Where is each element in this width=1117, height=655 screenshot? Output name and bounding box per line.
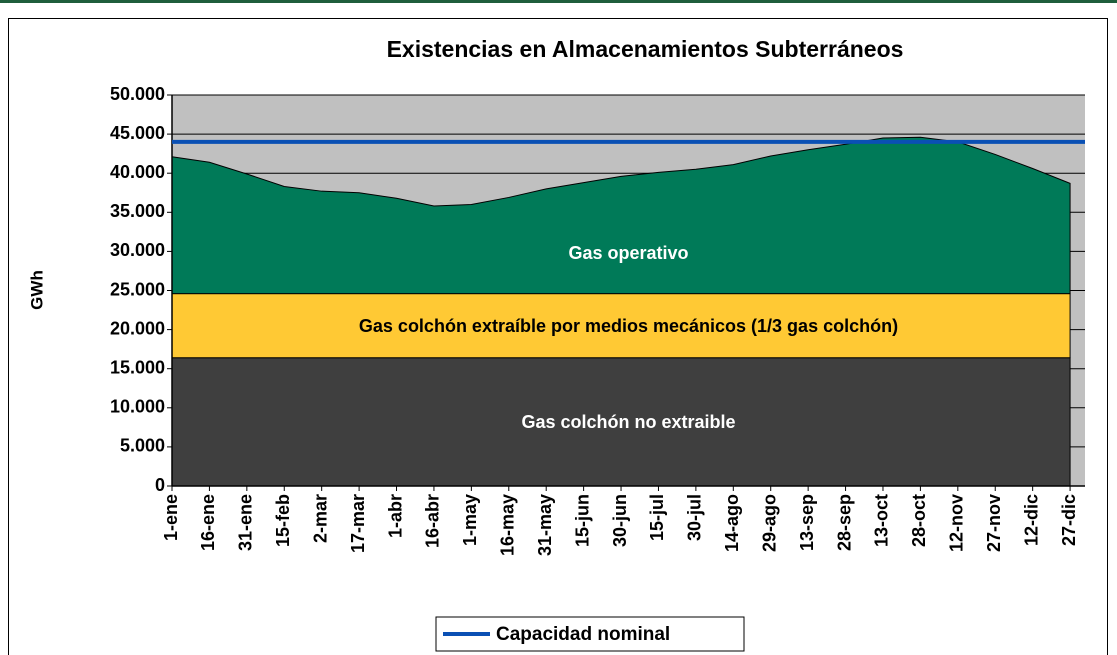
y-tick-label: 25.000	[110, 279, 165, 299]
x-tick-label: 15-jun	[572, 494, 592, 547]
x-tick-label: 2-mar	[310, 494, 330, 543]
chart-title: Existencias en Almacenamientos Subterrán…	[387, 36, 904, 62]
x-tick-label: 12-nov	[947, 494, 967, 552]
x-tick-label: 30-jul	[685, 494, 705, 541]
x-tick-label: 16-may	[498, 494, 518, 556]
y-tick-label: 45.000	[110, 123, 165, 143]
top-bar	[0, 0, 1117, 3]
x-tick-label: 1-abr	[385, 494, 405, 538]
y-tick-label: 5.000	[120, 436, 165, 456]
y-axis-label: GWh	[27, 270, 46, 310]
x-tick-label: 1-ene	[161, 494, 181, 541]
area-label: Gas operativo	[568, 242, 689, 263]
x-tick-label: 13-oct	[872, 494, 892, 547]
y-tick-label: 40.000	[110, 162, 165, 182]
y-tick-label: 15.000	[110, 357, 165, 377]
legend-box	[435, 616, 745, 652]
y-tick-label: 10.000	[110, 397, 165, 417]
legend: Capacidad nominal	[435, 616, 745, 652]
area	[171, 136, 1071, 295]
x-tick-label: 31-ene	[236, 494, 256, 551]
x-tick-label: 17-mar	[348, 494, 368, 553]
y-tick-label: 20.000	[110, 318, 165, 338]
area-label: Gas colchón extraíble por medios mecánic…	[358, 315, 899, 336]
x-tick-label: 16-abr	[423, 494, 443, 548]
y-tick-label: 30.000	[110, 240, 165, 260]
x-tick-label: 14-ago	[722, 494, 742, 552]
y-tick-label: 35.000	[110, 201, 165, 221]
x-tick-label: 30-jun	[610, 494, 630, 547]
y-tick-label: 0	[155, 475, 165, 495]
x-tick-label: 28-oct	[909, 494, 929, 547]
x-tick-label: 31-may	[535, 494, 555, 556]
x-tick-label: 15-jul	[647, 494, 667, 541]
x-tick-label: 15-feb	[273, 494, 293, 547]
x-tick-label: 12-dic	[1021, 494, 1041, 546]
x-tick-label: 29-ago	[759, 494, 779, 552]
x-tick-label: 16-ene	[198, 494, 218, 551]
legend-label: Capacidad nominal	[496, 624, 670, 645]
x-tick-label: 1-may	[460, 494, 480, 546]
x-tick-label: 13-sep	[797, 494, 817, 551]
x-tick-label: 28-sep	[834, 494, 854, 551]
y-tick-label: 50.000	[110, 84, 165, 104]
x-tick-label: 27-nov	[984, 494, 1004, 552]
x-tick-label: 27-dic	[1059, 494, 1079, 546]
area-label: Gas colchón no extraible	[521, 411, 736, 432]
